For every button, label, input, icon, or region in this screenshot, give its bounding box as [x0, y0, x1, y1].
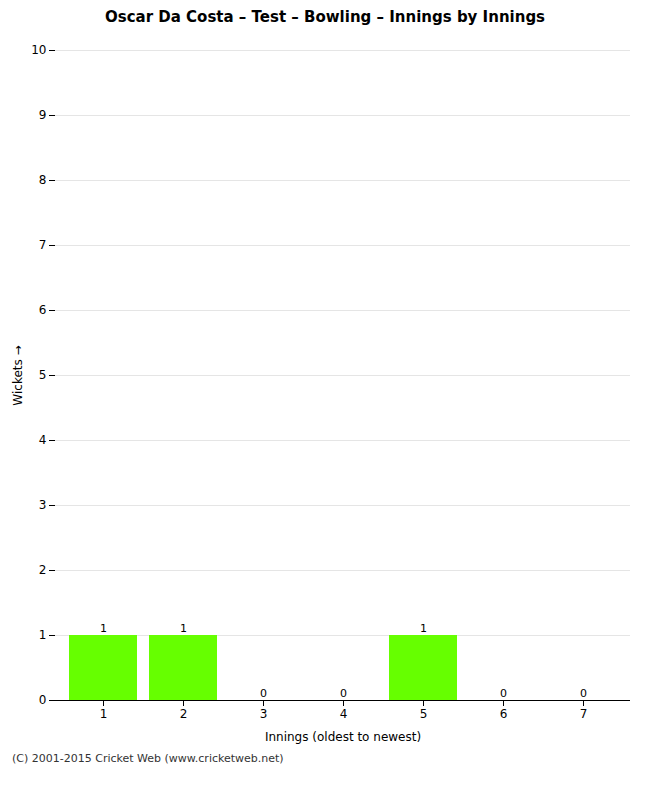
- svg-text:Wickets →: Wickets →: [11, 345, 25, 405]
- svg-text:3: 3: [260, 707, 268, 721]
- svg-text:7: 7: [580, 707, 588, 721]
- svg-text:1: 1: [420, 622, 427, 635]
- svg-text:0: 0: [340, 687, 347, 700]
- svg-text:8: 8: [39, 173, 47, 187]
- svg-text:2: 2: [39, 563, 47, 577]
- svg-text:4: 4: [340, 707, 348, 721]
- svg-text:2: 2: [180, 707, 188, 721]
- html-text:Oscar Da Costa – Test – Bowlin: Oscar Da Costa – Test – Bowling – Inning…: [105, 8, 545, 26]
- svg-text:0: 0: [39, 693, 47, 707]
- svg-text:0: 0: [500, 687, 507, 700]
- svg-text:1: 1: [100, 707, 108, 721]
- svg-text:5: 5: [420, 707, 428, 721]
- svg-text:4: 4: [39, 433, 47, 447]
- svg-text:1: 1: [100, 622, 107, 635]
- svg-text:3: 3: [39, 498, 47, 512]
- svg-text:1: 1: [180, 622, 187, 635]
- html-text:(C) 2001-2015 Cricket Web (www: (C) 2001-2015 Cricket Web (www.cricketwe…: [12, 752, 284, 765]
- svg-text:6: 6: [500, 707, 508, 721]
- svg-text:1: 1: [39, 628, 47, 642]
- svg-text:7: 7: [39, 238, 47, 252]
- svg-text:10: 10: [31, 43, 46, 57]
- svg-text:6: 6: [39, 303, 47, 317]
- svg-text:0: 0: [580, 687, 587, 700]
- svg-text:5: 5: [39, 368, 47, 382]
- svg-text:9: 9: [39, 108, 47, 122]
- svg-text:Innings (oldest to newest): Innings (oldest to newest): [265, 730, 421, 744]
- svg-text:0: 0: [260, 687, 267, 700]
